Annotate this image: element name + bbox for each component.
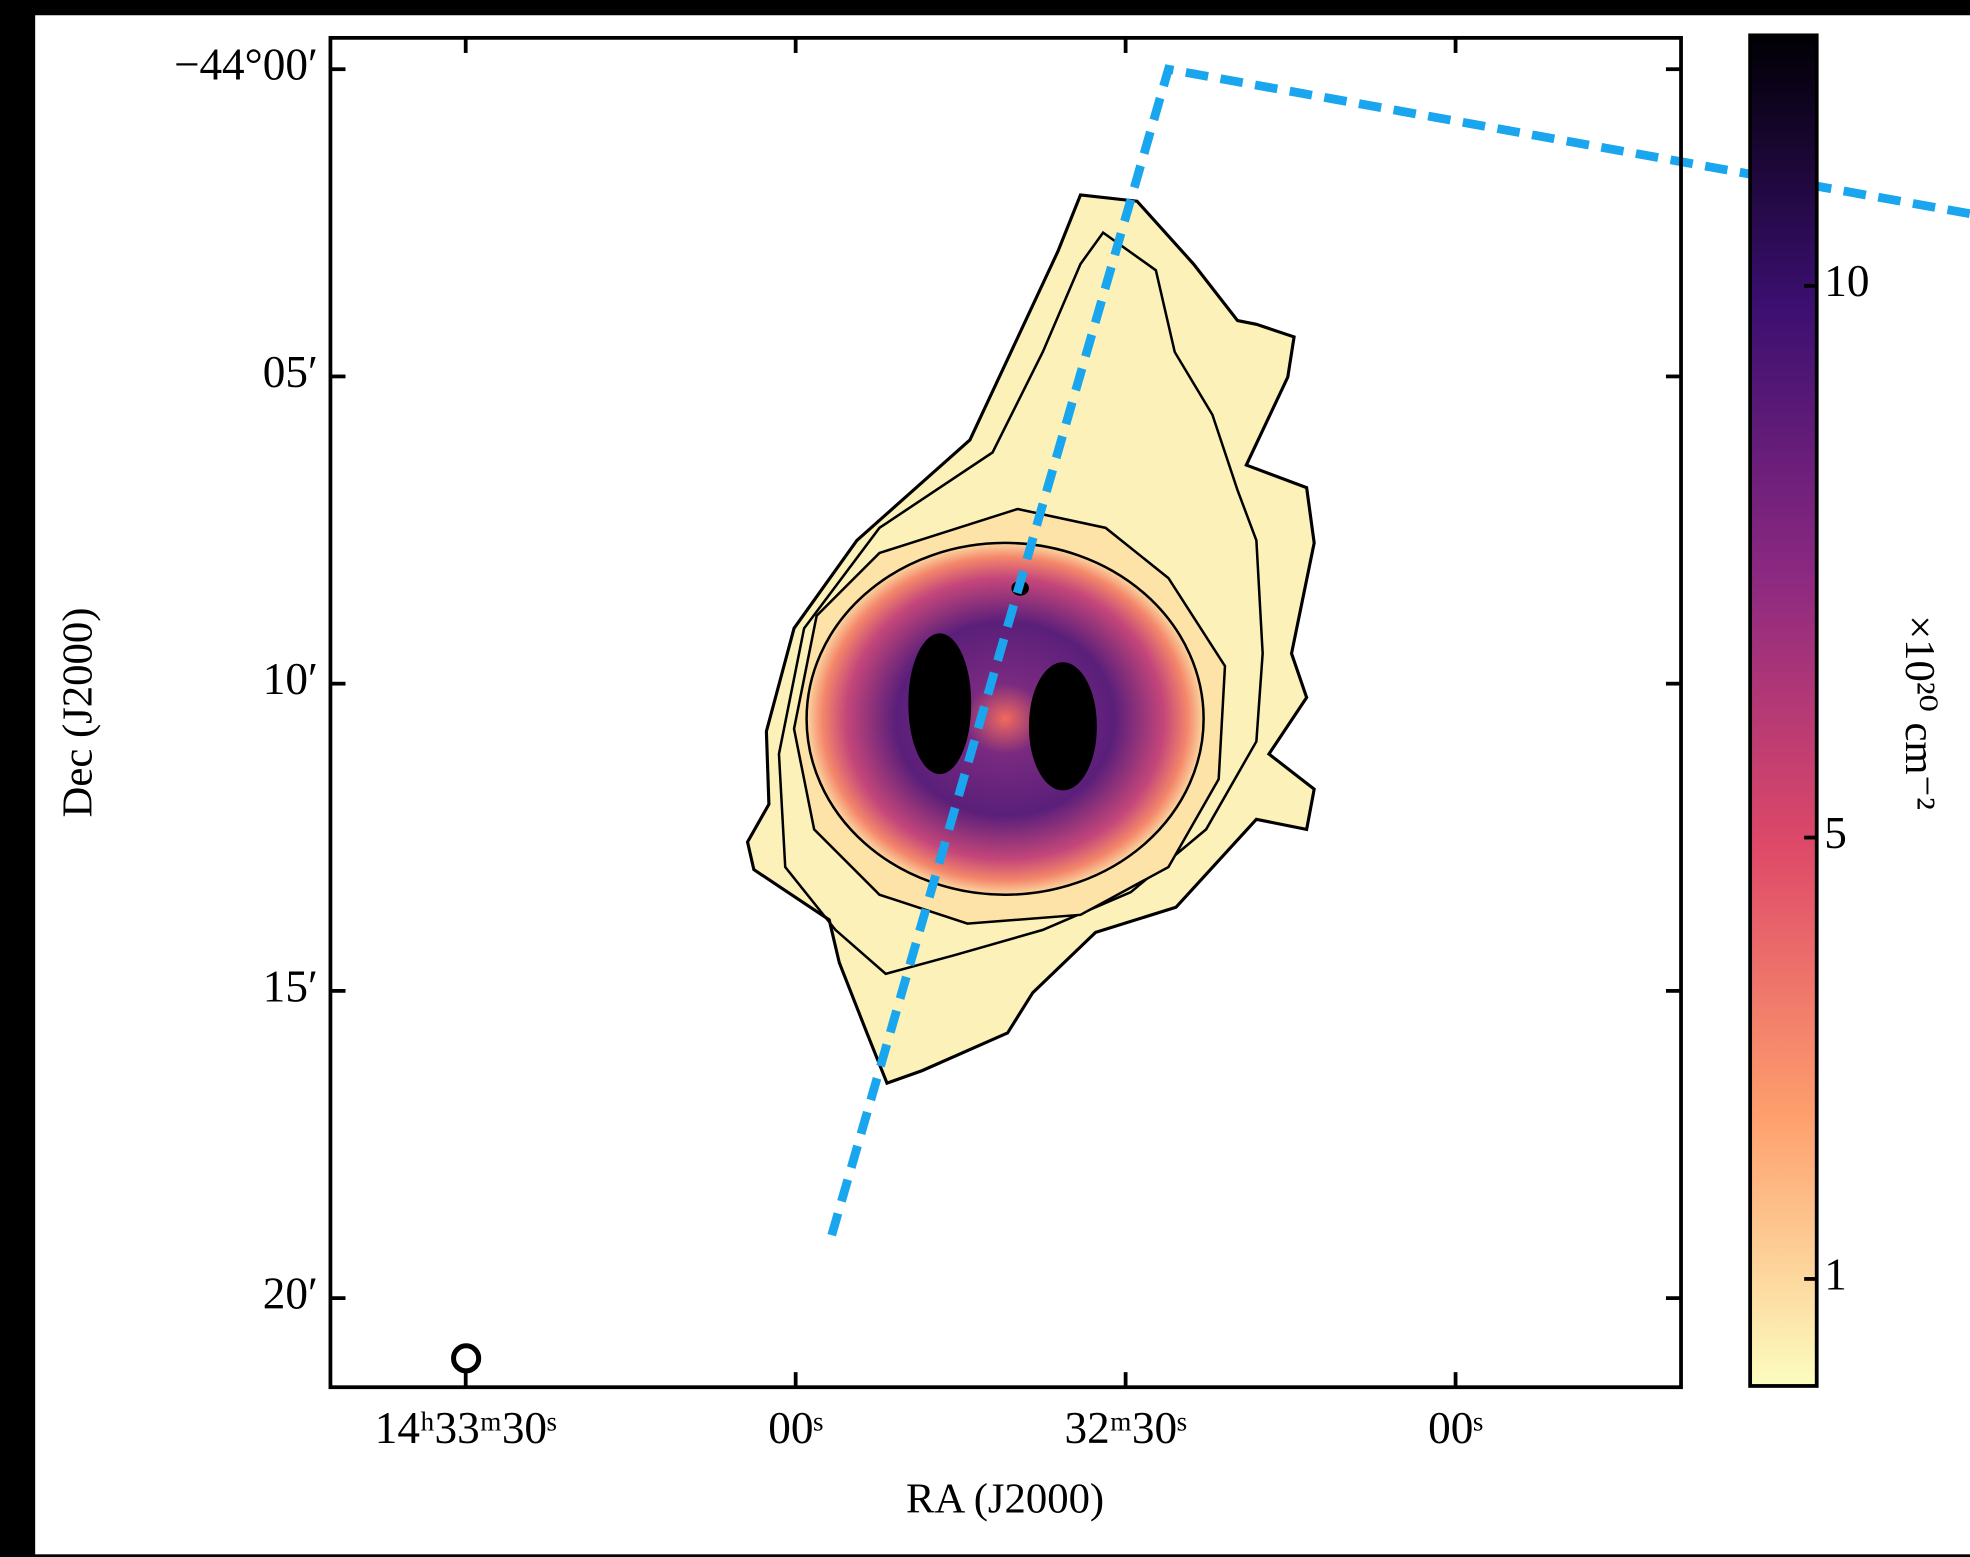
map-image bbox=[745, 193, 1316, 1086]
y-tick-label: 10′ bbox=[263, 654, 318, 704]
x-tick-label: 32ᵐ30ˢ bbox=[1065, 1403, 1188, 1453]
contour bbox=[805, 541, 1205, 896]
footprint-outline bbox=[827, 64, 1970, 1237]
x-tick-label: 00ˢ bbox=[768, 1403, 823, 1453]
y-tick-label: −44°00′ bbox=[174, 40, 318, 90]
x-tick-label: 14ʰ33ᵐ30ˢ bbox=[375, 1403, 557, 1453]
beam bbox=[451, 1343, 482, 1374]
colorbar-tick-label: 10 bbox=[1824, 256, 1869, 306]
y-tick-label: 20′ bbox=[263, 1268, 318, 1318]
y-axis-label: Dec (J2000) bbox=[54, 608, 101, 818]
x-axis-label: RA (J2000) bbox=[906, 1476, 1104, 1523]
colorbar-label: ×10²⁰ cm⁻² bbox=[1896, 615, 1943, 810]
colorbar-tick-label: 1 bbox=[1824, 1249, 1847, 1299]
y-tick-label: 15′ bbox=[263, 961, 318, 1011]
plot-frame bbox=[328, 35, 1683, 1390]
dense-region bbox=[908, 633, 972, 775]
dense-region bbox=[1028, 662, 1097, 791]
colorbar-tick-label: 5 bbox=[1824, 808, 1847, 858]
y-tick-label: 05′ bbox=[263, 347, 318, 397]
contour bbox=[777, 230, 1264, 976]
x-tick-label: 00ˢ bbox=[1428, 1403, 1483, 1453]
colorbar bbox=[1748, 33, 1819, 1388]
